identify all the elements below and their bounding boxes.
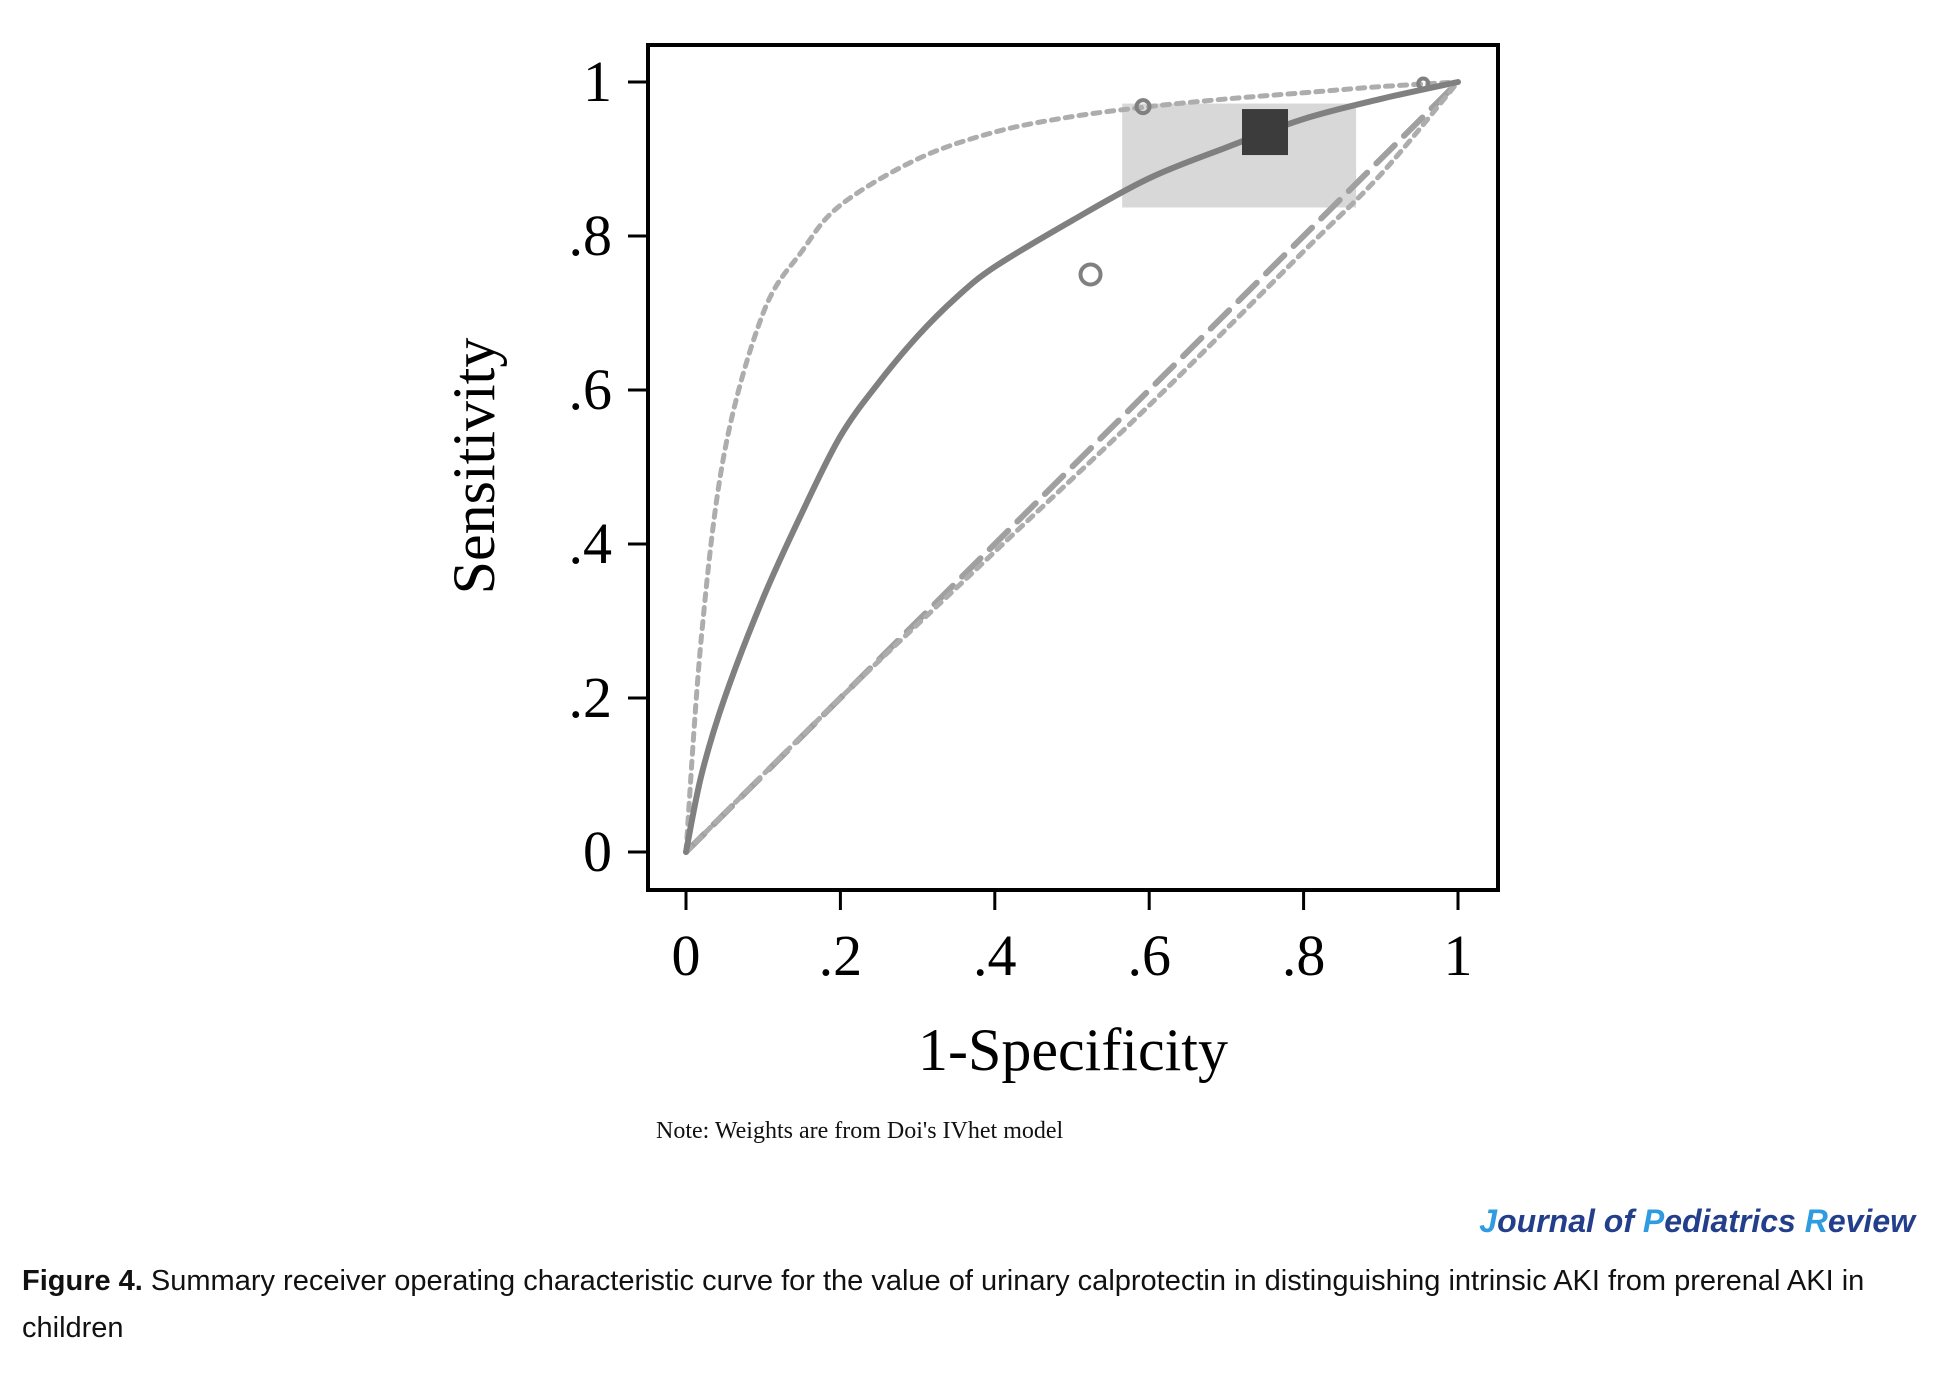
confidence-region <box>1122 103 1357 208</box>
figure-label: Figure 4. <box>22 1265 143 1297</box>
journal-word-3: eview <box>1827 1203 1915 1239</box>
journal-initial-r: R <box>1804 1203 1828 1239</box>
x-tick-label: .4 <box>973 923 1017 988</box>
axis-ticks: 0 .2 .4 .6 .8 1 0 .2 .4 .6 .8 1 <box>569 49 1473 988</box>
y-tick-label: 0 <box>583 819 612 884</box>
study-point <box>1134 98 1152 116</box>
journal-word-1: ournal of <box>1497 1203 1643 1239</box>
plot-frame <box>646 43 1500 892</box>
journal-initial-p: P <box>1642 1203 1665 1239</box>
x-tick-label: .6 <box>1127 923 1171 988</box>
y-tick-label: .2 <box>569 665 613 730</box>
curve-dashed-reference <box>683 79 1461 855</box>
chart-note: Note: Weights are from Doi's IVhet model <box>656 1118 1064 1144</box>
journal-name: Journal of Pediatrics Review <box>1479 1203 1915 1240</box>
study-point <box>1416 76 1431 91</box>
x-tick-label: 1 <box>1444 923 1473 988</box>
y-axis-title: Sensitivity <box>441 338 507 595</box>
y-tick-label: .8 <box>569 203 613 268</box>
x-tick-label: .2 <box>819 923 863 988</box>
x-axis-title: 1-Specificity <box>918 1017 1228 1083</box>
curve-dotted-lower <box>683 79 1461 855</box>
figure-caption: Figure 4. Summary receiver operating cha… <box>22 1258 1922 1352</box>
y-tick-label: .6 <box>569 357 613 422</box>
plot-marks <box>683 76 1461 855</box>
journal-word-2: ediatrics <box>1664 1203 1805 1239</box>
y-tick-label: .4 <box>569 511 613 576</box>
journal-initial-j: J <box>1479 1203 1498 1239</box>
figure-caption-text: Summary receiver operating characteristi… <box>22 1265 1865 1344</box>
curve-dotted-upper <box>683 79 1461 855</box>
x-tick-label: 0 <box>672 923 701 988</box>
study-point <box>1078 262 1103 287</box>
summary-point <box>1242 109 1288 156</box>
y-tick-label: 1 <box>583 49 612 114</box>
x-tick-label: .8 <box>1282 923 1326 988</box>
